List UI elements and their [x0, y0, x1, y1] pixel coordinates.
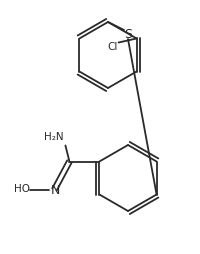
Text: S: S: [123, 27, 131, 40]
Text: N: N: [50, 184, 60, 197]
Text: Cl: Cl: [107, 41, 117, 52]
Text: H₂N: H₂N: [43, 133, 63, 142]
Text: HO: HO: [14, 184, 30, 195]
